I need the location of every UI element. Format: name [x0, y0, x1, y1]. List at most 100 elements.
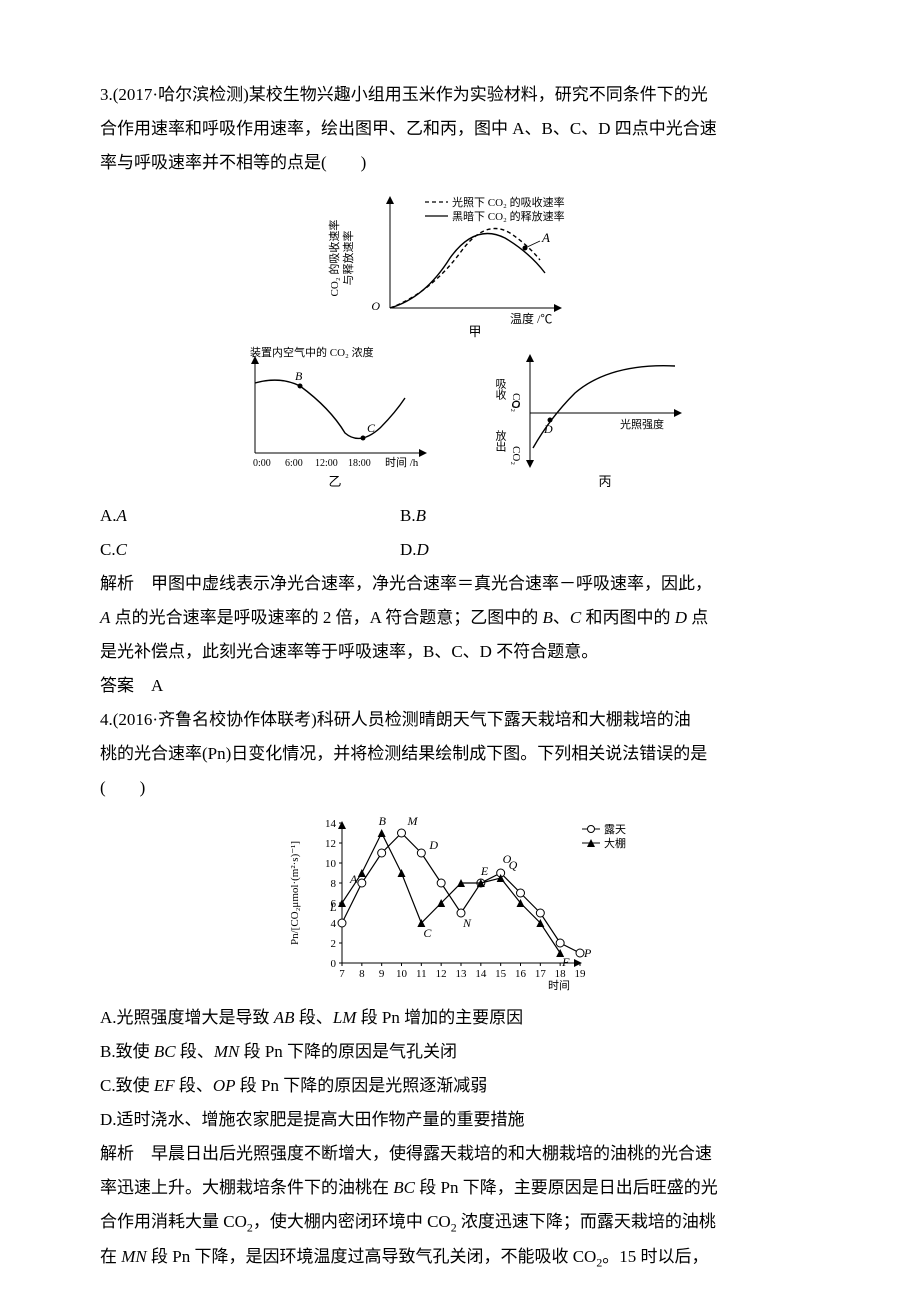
fig2-t2: 12:00: [315, 458, 338, 469]
svg-text:大棚: 大棚: [604, 836, 626, 850]
svg-text:0: 0: [331, 958, 337, 970]
q3-analysis-2: A 点的光合速率是呼吸速率的 2 倍，A 符合题意；乙图中的 B、C 和丙图中的…: [100, 601, 820, 635]
q4-chart-row: 0246810121478910111213141516171819Pn/[CO…: [100, 813, 820, 993]
q3-number: 3.: [100, 85, 113, 104]
svg-text:与释放速率: 与释放速率: [341, 231, 355, 286]
svg-text:Pn/[CO₂μmol·(m²·s)⁻¹]: Pn/[CO₂μmol·(m²·s)⁻¹]: [289, 841, 301, 945]
fig1-xlabel: 温度 /℃: [510, 311, 552, 326]
svg-text:CO₂: CO₂: [510, 446, 522, 465]
svg-text:F: F: [561, 955, 570, 969]
svg-text:16: 16: [515, 968, 527, 980]
q4-s1: 科研人员检测晴朗天气下露天栽培和大棚栽培的油: [317, 710, 691, 729]
fig-row-1: O CO₂ 的吸收速率 与释放速率 光照下 CO₂ 的吸收速率 黑暗下 CO₂ …: [100, 188, 820, 338]
q3-stem-2: 合作用速率和呼吸作用速率，绘出图甲、乙和丙，图中 A、B、C、D 四点中光合速: [100, 112, 820, 146]
q3-answer-label: 答案: [100, 676, 134, 695]
svg-text:露天: 露天: [604, 823, 626, 836]
q3-stem-3: 率与呼吸速率并不相等的点是( ): [100, 146, 820, 180]
svg-text:B: B: [379, 814, 387, 828]
q3-answer: A: [151, 676, 163, 695]
figure-jia: O CO₂ 的吸收速率 与释放速率 光照下 CO₂ 的吸收速率 黑暗下 CO₂ …: [320, 188, 600, 338]
q4-analysis-2: 率迅速上升。大棚栽培条件下的油桃在 BC 段 Pn 下降，主要原因是日出后旺盛的…: [100, 1171, 820, 1205]
fig3-caption: 丙: [598, 474, 611, 489]
svg-text:13: 13: [456, 968, 468, 980]
fig3-xlabel: 光照强度: [620, 417, 664, 431]
svg-text:A: A: [349, 872, 358, 886]
q3-analysis-1: 解析 甲图中虚线表示净光合速率，净光合速率＝真光合速率－呼吸速率，因此，: [100, 567, 820, 601]
svg-text:O: O: [503, 852, 512, 866]
fig3-D: D: [543, 422, 553, 436]
fig2-xlabel: 时间 /h: [385, 456, 419, 469]
q4-analysis-4: 在 MN 段 Pn 下降，是因环境温度过高导致气孔关闭，不能吸收 CO2。15 …: [100, 1240, 820, 1275]
svg-text:L: L: [329, 900, 337, 914]
q4-opt-d: D.适时浇水、增施农家肥是提高大田作物产量的重要措施: [100, 1103, 820, 1137]
fig3-ybot: 放出: [494, 429, 507, 452]
fig2-t1: 6:00: [285, 458, 303, 469]
q3-opt-b: B.B: [400, 499, 820, 533]
q4-chart: 0246810121478910111213141516171819Pn/[CO…: [280, 813, 640, 993]
q3-s1: 某校生物兴趣小组用玉米作为实验材料，研究不同条件下的光: [249, 85, 708, 104]
svg-text:11: 11: [416, 968, 427, 980]
fig3-ytop: 吸收: [494, 378, 507, 401]
q4-analysis-3: 合作用消耗大量 CO2，使大棚内密闭环境中 CO2 浓度迅速下降；而露天栽培的油…: [100, 1205, 820, 1240]
q3-ans-label: 解析: [100, 574, 134, 593]
fig1-legend-solid: 黑暗下 CO₂ 的释放速率: [452, 209, 565, 223]
svg-text:D: D: [428, 838, 438, 852]
svg-text:10: 10: [396, 968, 408, 980]
fig1-ptA: A: [541, 230, 550, 245]
svg-text:4: 4: [331, 918, 337, 930]
fig2-ylabel: 装置内空气中的 CO₂ 浓度: [250, 346, 374, 359]
svg-text:C: C: [423, 926, 432, 940]
q3-a1: 甲图中虚线表示净光合速率，净光合速率＝真光合速率－呼吸速率，因此，: [151, 574, 712, 593]
q4-number: 4.: [100, 710, 113, 729]
figure-yi: 装置内空气中的 CO₂ 浓度 B C 0:00 6:00 12:00 18:00…: [225, 346, 445, 491]
svg-text:17: 17: [535, 968, 547, 980]
fig2-C: C: [367, 421, 376, 435]
svg-text:10: 10: [325, 858, 337, 870]
svg-text:14: 14: [325, 818, 337, 830]
q4-a1: 早晨日出后光照强度不断增大，使得露天栽培的和大棚栽培的油桃的光合速: [151, 1144, 712, 1163]
q3-opt-d: D.D: [400, 533, 820, 567]
svg-text:M: M: [407, 814, 419, 828]
svg-text:7: 7: [339, 968, 345, 980]
svg-text:8: 8: [359, 968, 365, 980]
q4-stem-1: 4.(2016·齐鲁名校协作体联考)科研人员检测晴朗天气下露天栽培和大棚栽培的油: [100, 703, 820, 737]
q4-opt-a: A.光照强度增大是导致 AB 段、LM 段 Pn 增加的主要原因: [100, 1001, 820, 1035]
figure-bing: 吸收 CO₂ 放出 CO₂ O D 光照强度 丙: [485, 346, 695, 491]
q3-opt-c: C.C: [100, 533, 400, 567]
q4-analysis-1: 解析 早晨日出后光照强度不断增大，使得露天栽培的和大棚栽培的油桃的光合速: [100, 1137, 820, 1171]
fig2-t0: 0:00: [253, 458, 271, 469]
q3-stem: 3.(2017·哈尔滨检测)某校生物兴趣小组用玉米作为实验材料，研究不同条件下的…: [100, 78, 820, 112]
svg-text:18: 18: [555, 968, 567, 980]
svg-text:CO₂ 的吸收速率: CO₂ 的吸收速率: [327, 220, 341, 297]
svg-text:N: N: [462, 916, 472, 930]
q4-opt-b: B.致使 BC 段、MN 段 Pn 下降的原因是气孔关闭: [100, 1035, 820, 1069]
svg-text:E: E: [480, 864, 489, 878]
svg-text:时间: 时间: [548, 979, 570, 992]
svg-text:12: 12: [436, 968, 447, 980]
fig3-O: O: [511, 397, 520, 411]
q3-opt-a: A.A: [100, 499, 400, 533]
q3-source: (2017·哈尔滨检测): [113, 85, 249, 104]
q3-answer-line: 答案 A: [100, 669, 820, 703]
q4-source: (2016·齐鲁名校协作体联考): [113, 710, 317, 729]
svg-text:12: 12: [325, 838, 336, 850]
fig-row-2: 装置内空气中的 CO₂ 浓度 B C 0:00 6:00 12:00 18:00…: [100, 346, 820, 491]
fig2-caption: 乙: [328, 474, 341, 489]
svg-text:8: 8: [331, 878, 337, 890]
svg-text:14: 14: [475, 968, 487, 980]
svg-text:15: 15: [495, 968, 507, 980]
q4-stem-3: ( ): [100, 771, 820, 805]
fig1-legend-dash: 光照下 CO₂ 的吸收速率: [452, 195, 565, 209]
svg-text:19: 19: [575, 968, 587, 980]
q3-opts-row2: C.C D.D: [100, 533, 820, 567]
q3-analysis-3: 是光补偿点，此刻光合速率等于呼吸速率，B、C、D 不符合题意。: [100, 635, 820, 669]
svg-text:9: 9: [379, 968, 385, 980]
q4-stem-2: 桃的光合速率(Pn)日变化情况，并将检测结果绘制成下图。下列相关说法错误的是: [100, 737, 820, 771]
fig2-t3: 18:00: [348, 458, 371, 469]
q4-opt-c: C.致使 EF 段、OP 段 Pn 下降的原因是光照逐渐减弱: [100, 1069, 820, 1103]
fig1-caption: 甲: [468, 324, 481, 338]
fig2-B: B: [295, 369, 303, 383]
q3-opts-row1: A.A B.B: [100, 499, 820, 533]
q4-ans-label: 解析: [100, 1144, 134, 1163]
svg-text:P: P: [583, 946, 592, 960]
